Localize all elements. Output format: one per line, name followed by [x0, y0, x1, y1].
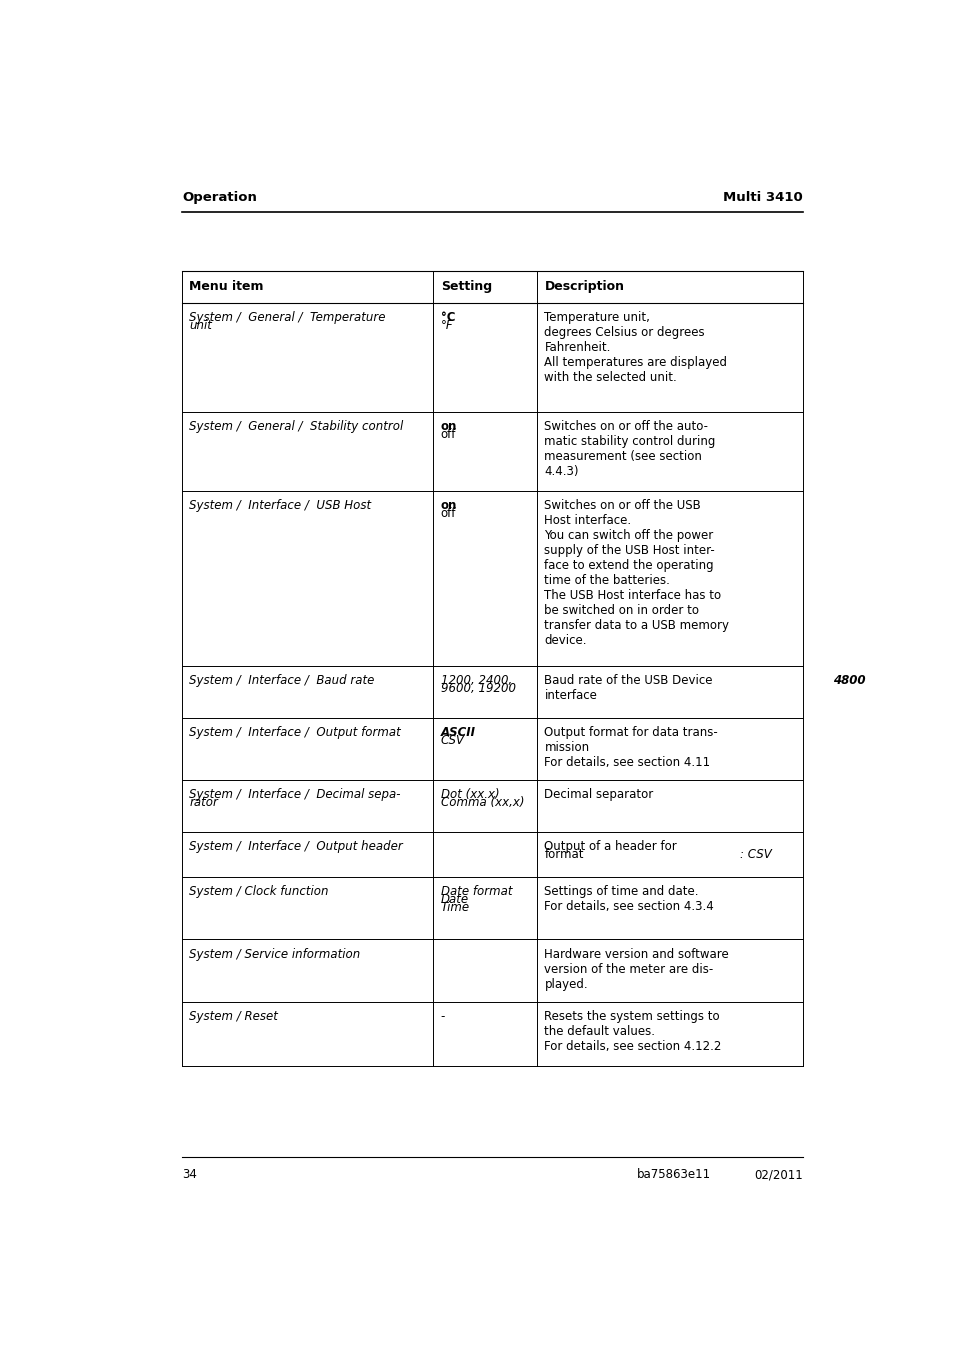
Text: format: format [544, 848, 583, 862]
Text: Switches on or off the USB
Host interface.
You can switch off the power
supply o: Switches on or off the USB Host interfac… [544, 499, 729, 647]
Text: 9600, 19200: 9600, 19200 [440, 682, 516, 694]
Text: Hardware version and software
version of the meter are dis-
played.: Hardware version and software version of… [544, 947, 728, 990]
Text: Output format for data trans-
mission
For details, see section 4.11: Output format for data trans- mission Fo… [544, 725, 718, 769]
Text: on: on [440, 499, 456, 512]
Text: Switches on or off the auto-
matic stability control during
measurement (see sec: Switches on or off the auto- matic stabi… [544, 420, 715, 478]
Text: System / Clock function: System / Clock function [190, 885, 329, 898]
Text: 34: 34 [182, 1169, 196, 1181]
Text: off: off [440, 507, 456, 520]
Text: System / Service information: System / Service information [190, 947, 360, 961]
Text: Time: Time [440, 901, 470, 915]
Text: ba75863e11: ba75863e11 [637, 1169, 710, 1181]
Text: Dot (xx.x): Dot (xx.x) [440, 789, 499, 801]
Text: Multi 3410: Multi 3410 [722, 190, 802, 204]
Text: Settings of time and date.
For details, see section 4.3.4: Settings of time and date. For details, … [544, 885, 714, 913]
Text: Resets the system settings to
the default values.
For details, see section 4.12.: Resets the system settings to the defaul… [544, 1011, 721, 1052]
Text: System / Reset: System / Reset [190, 1011, 278, 1023]
Text: °F: °F [440, 319, 453, 332]
Text: ASCII: ASCII [440, 725, 476, 739]
Text: -: - [440, 1011, 445, 1023]
Text: Date format: Date format [440, 885, 512, 898]
Text: on: on [440, 420, 456, 434]
Text: rator: rator [190, 797, 218, 809]
Text: Setting: Setting [440, 280, 492, 293]
Text: 1200, 2400,: 1200, 2400, [440, 674, 516, 686]
Text: System /  General /  Temperature: System / General / Temperature [190, 311, 386, 324]
Text: System /  Interface /  Decimal sepa-: System / Interface / Decimal sepa- [190, 789, 400, 801]
Text: System /  Interface /  Baud rate: System / Interface / Baud rate [190, 674, 375, 686]
Text: Output of a header for: Output of a header for [544, 840, 680, 854]
Text: °C: °C [440, 311, 455, 324]
Text: Decimal separator: Decimal separator [544, 789, 653, 801]
Text: unit: unit [190, 319, 213, 332]
Text: Menu item: Menu item [190, 280, 264, 293]
Text: Date: Date [440, 893, 469, 907]
Text: System /  General /  Stability control: System / General / Stability control [190, 420, 403, 434]
Text: Baud rate of the USB Device
interface: Baud rate of the USB Device interface [544, 674, 712, 703]
Text: Operation: Operation [182, 190, 256, 204]
Text: Temperature unit,
degrees Celsius or degrees
Fahrenheit.
All temperatures are di: Temperature unit, degrees Celsius or deg… [544, 311, 726, 384]
Text: : CSV: : CSV [740, 848, 771, 862]
Text: CSV: CSV [440, 734, 464, 747]
Text: 02/2011: 02/2011 [754, 1169, 802, 1181]
Text: System /  Interface /  Output header: System / Interface / Output header [190, 840, 403, 854]
Text: 4800: 4800 [832, 674, 864, 686]
Text: Comma (xx,x): Comma (xx,x) [440, 797, 524, 809]
Text: System /  Interface /  Output format: System / Interface / Output format [190, 725, 401, 739]
Text: Description: Description [544, 280, 623, 293]
Text: System /  Interface /  USB Host: System / Interface / USB Host [190, 499, 372, 512]
Text: off: off [440, 428, 456, 442]
